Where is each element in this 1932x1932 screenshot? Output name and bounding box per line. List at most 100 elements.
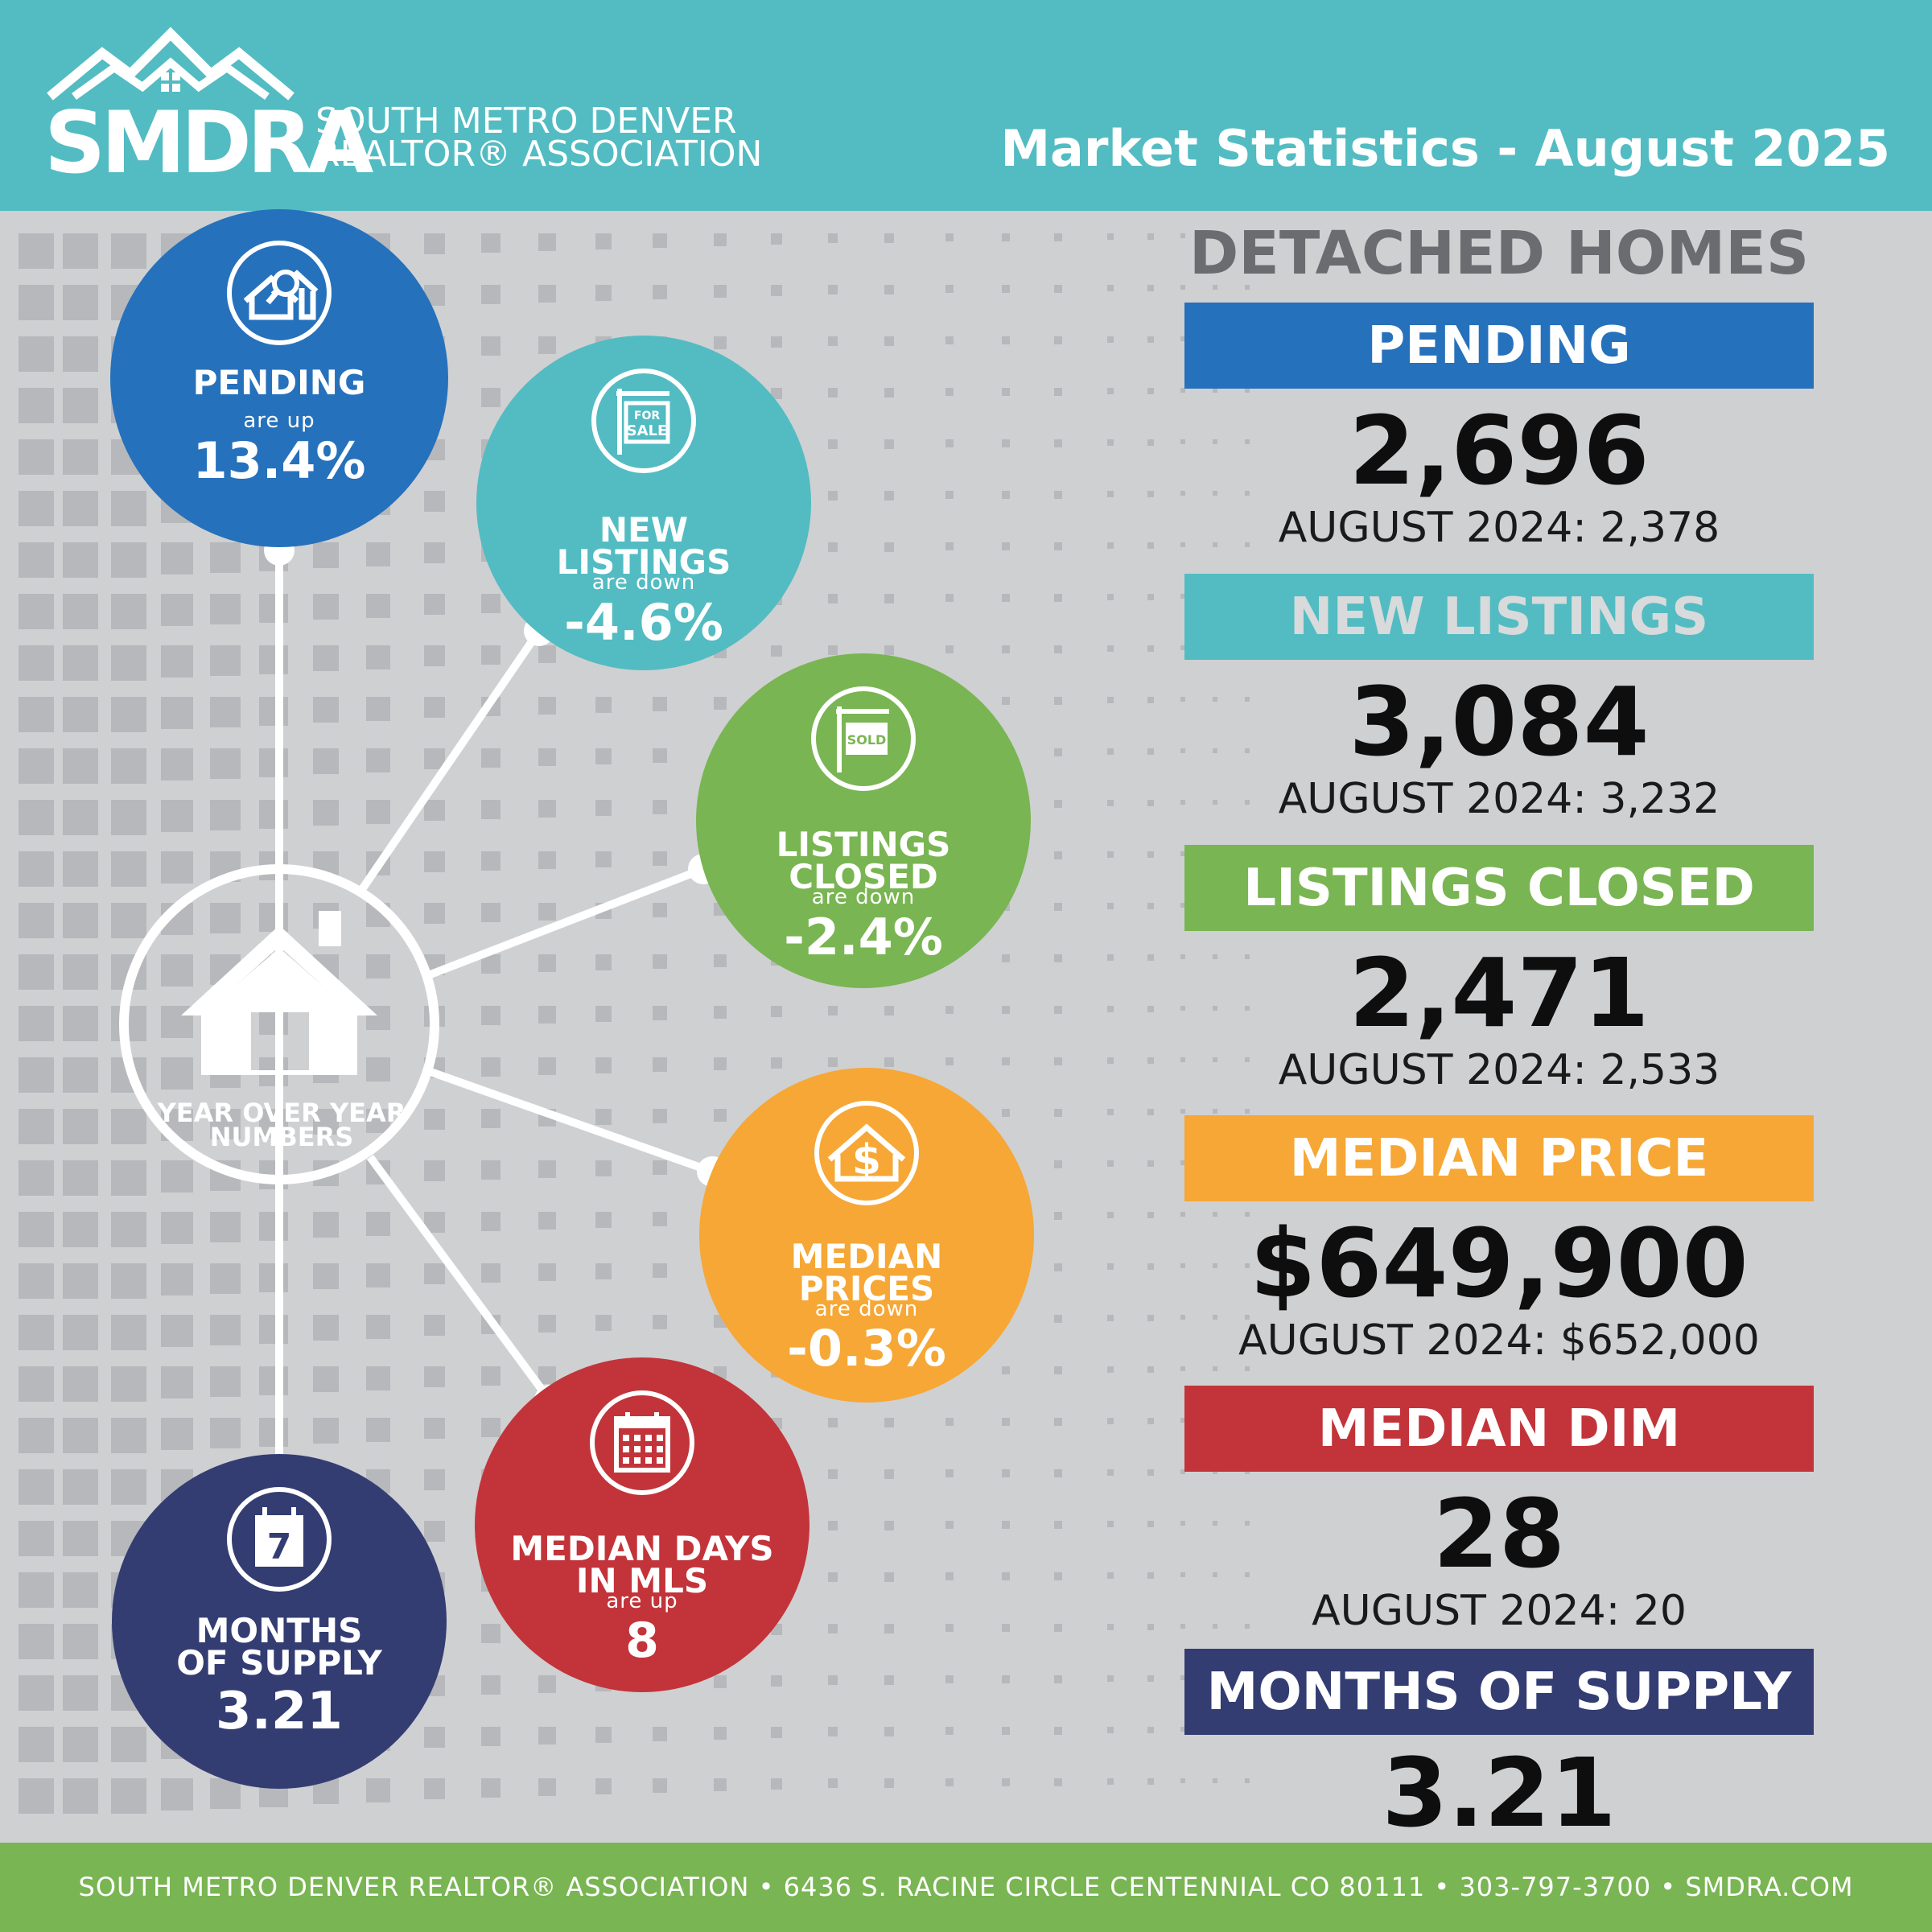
pattern-tile [111,233,146,269]
pattern-tile [1180,1160,1185,1165]
pattern-tile [63,542,98,578]
pattern-tile [1213,954,1217,959]
pattern-tile [945,1778,954,1786]
pattern-tile [481,1727,501,1746]
pattern-tile [1002,1366,1010,1374]
page-title: Market Statistics - August 2025 [1000,119,1890,178]
pattern-tile [1002,1727,1010,1735]
pattern-tile [884,1778,894,1788]
pattern-tile [19,697,54,732]
pattern-tile [945,1057,954,1065]
pattern-tile [714,954,727,967]
pattern-tile [111,1727,146,1762]
pattern-tile [1147,748,1154,755]
pattern-tile [1107,851,1114,858]
pattern-tile [111,1212,146,1247]
pattern-tile [828,1057,838,1067]
pattern-tile [424,1366,445,1387]
circle-value: 3.21 [216,1682,343,1741]
pattern-tile [595,851,612,867]
pattern-tile [313,748,339,774]
pattern-tile [424,594,445,615]
pattern-tile [210,1366,241,1397]
pattern-tile [1002,1521,1010,1529]
pattern-tile [884,1675,894,1685]
pattern-tile [884,1057,894,1067]
pattern-tile [1180,851,1185,856]
pattern-tile [1180,800,1185,805]
stat-value-months-of-supply: 3.21 [1382,1737,1617,1848]
pattern-tile [1213,439,1217,444]
pattern-tile [884,336,894,346]
pattern-tile [63,954,98,990]
calendar-icon [587,1388,697,1497]
pattern-tile [63,1418,98,1453]
pattern-tile [19,954,54,990]
pattern-tile [653,1263,667,1278]
logo-line-1: SOUTH METRO DENVER [315,101,737,142]
stat-bar-months-of-supply: MONTHS OF SUPPLY [1184,1649,1814,1735]
pattern-tile [1180,439,1185,444]
pattern-tile [1002,697,1010,705]
pattern-tile [771,388,782,399]
circle-median-prices: $ MEDIAN PRICES are down -0.3% [699,1068,1034,1403]
pattern-tile [19,1109,54,1144]
house-search-icon [225,238,334,348]
pattern-tile [1054,1160,1062,1168]
pattern-tile [1245,1572,1250,1577]
circle-median-days: MEDIAN DAYS IN MLS are up 8 [475,1357,809,1692]
pattern-tile [1180,1006,1185,1011]
pattern-tile [1213,1057,1217,1062]
pattern-tile [161,1366,193,1399]
pattern-tile [366,1057,390,1081]
pattern-tile [1107,1212,1114,1218]
svg-text:FOR: FOR [634,410,660,422]
pattern-tile [161,1418,193,1450]
pattern-tile [19,1315,54,1350]
pattern-tile [1107,1006,1114,1012]
pattern-tile [210,1418,241,1448]
pattern-tile [1147,1675,1154,1682]
circle-label-line-2: LISTINGS [556,542,731,582]
pattern-tile [313,800,339,826]
pattern-tile [19,1469,54,1505]
pattern-tile [210,903,241,933]
pattern-tile [366,748,390,772]
stat-bar-new-listings: NEW LISTINGS [1184,574,1814,660]
header-banner: SMDRA SOUTH METRO DENVER REALTOR® ASSOCI… [0,0,1932,211]
pattern-tile [1245,285,1250,290]
pattern-tile [161,851,193,884]
circle-direction: are up [606,1589,678,1613]
pattern-tile [19,1572,54,1608]
pattern-tile [945,1521,954,1529]
pattern-tile [111,748,146,784]
logo-line-2: REALTOR® ASSOCIATION [315,134,763,175]
pattern-tile [1054,439,1062,447]
pattern-tile [884,388,894,398]
pattern-tile [63,439,98,475]
pattern-tile [884,542,894,552]
circle-direction: are down [591,571,696,595]
pattern-tile [366,1778,390,1802]
pattern-tile [714,697,727,710]
pattern-tile [1180,594,1185,599]
pattern-tile [1213,285,1217,290]
pattern-tile [714,233,727,246]
pattern-tile [1245,1469,1250,1474]
pattern-tile [19,233,54,269]
pattern-tile [771,233,782,245]
pattern-tile [1002,1778,1010,1786]
pattern-tile [595,800,612,816]
pattern-tile [1002,645,1010,653]
pattern-tile [771,285,782,296]
circle-value: -0.3% [787,1319,946,1378]
pattern-tile [828,1624,838,1633]
pattern-tile [828,1521,838,1530]
pattern-tile [1245,748,1250,753]
pattern-tile [1180,1624,1185,1629]
pattern-tile [653,1006,667,1020]
pattern-tile [111,1315,146,1350]
pattern-tile [63,645,98,681]
pattern-tile [1245,1006,1250,1011]
pattern-tile [19,1778,54,1814]
